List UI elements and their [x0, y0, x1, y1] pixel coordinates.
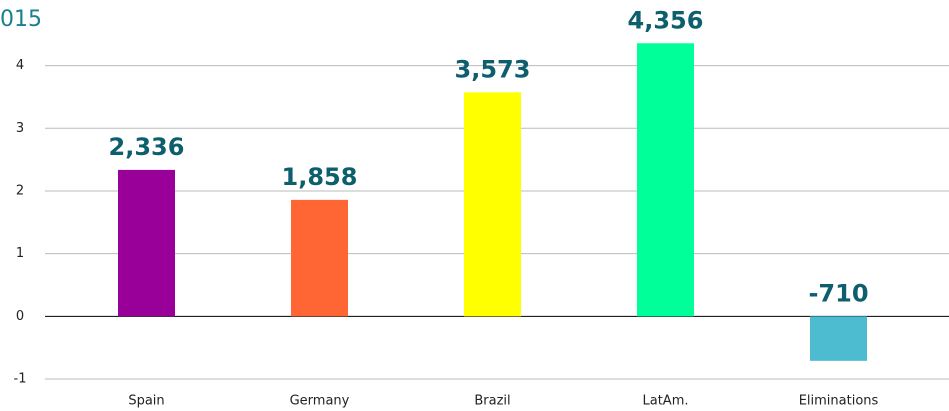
y-tick-label: 4 — [16, 58, 24, 73]
bar — [118, 169, 175, 317]
value-label: 2,336 — [109, 133, 185, 161]
value-label: 4,356 — [628, 6, 704, 34]
x-tick-label: Eliminations — [799, 394, 879, 409]
bar — [810, 316, 867, 361]
x-tick-label: LatAm. — [643, 394, 689, 409]
x-tick-label: Brazil — [474, 394, 510, 409]
chart-title: 015 — [0, 7, 42, 32]
y-tick-label: 0 — [16, 309, 24, 324]
y-tick-label: 3 — [16, 121, 24, 136]
value-label: 3,573 — [455, 55, 531, 83]
bar — [637, 43, 694, 317]
bar — [291, 199, 348, 317]
value-label: 1,858 — [282, 163, 358, 191]
x-tick-label: Germany — [290, 394, 350, 409]
x-tick-label: Spain — [128, 394, 164, 409]
bar — [464, 92, 521, 317]
value-label: -710 — [808, 279, 868, 307]
y-tick-label: -1 — [14, 372, 27, 387]
y-tick-label: 1 — [16, 246, 24, 261]
y-tick-label: 2 — [16, 183, 24, 198]
